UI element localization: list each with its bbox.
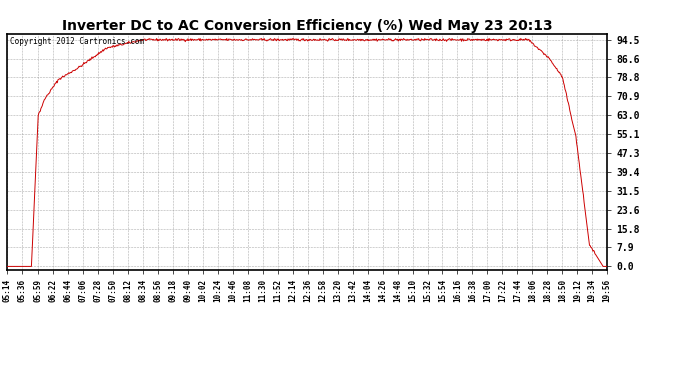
Text: Copyright 2012 Cartronics.com: Copyright 2012 Cartronics.com	[10, 37, 144, 46]
Title: Inverter DC to AC Conversion Efficiency (%) Wed May 23 20:13: Inverter DC to AC Conversion Efficiency …	[61, 19, 553, 33]
